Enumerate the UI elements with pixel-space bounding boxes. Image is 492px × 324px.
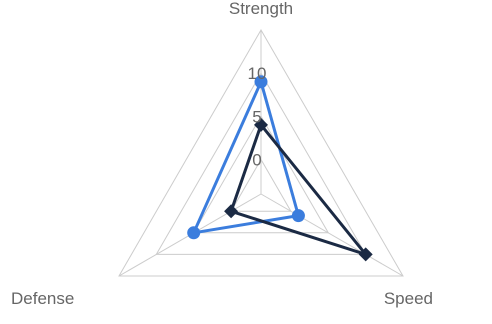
spoke-speed — [260, 193, 404, 277]
series-1-point-strength — [254, 75, 268, 89]
grid-ring-outer — [118, 28, 404, 277]
radar-series — [187, 75, 373, 262]
axis-label-defense: Defense — [11, 289, 74, 308]
grid-ring-0 — [230, 158, 292, 212]
tick-label-5: 5 — [252, 107, 261, 126]
series-2-point-strength — [254, 117, 268, 132]
series-1-point-defense — [187, 226, 201, 240]
radial-tick-labels: 0 5 10 — [248, 64, 267, 169]
axis-label-strength: Strength — [229, 0, 293, 18]
radar-grid — [118, 28, 404, 277]
axis-labels: Strength Speed Defense — [11, 0, 433, 308]
tick-label-10: 10 — [248, 64, 267, 83]
grid-ring-10 — [155, 72, 367, 255]
grid-ring-5 — [192, 115, 330, 234]
series-2-point-speed — [358, 247, 373, 262]
series-1-point-speed — [291, 209, 305, 223]
series-2-line — [229, 123, 368, 256]
series-2-point-defense — [224, 204, 239, 219]
series-1-line — [192, 80, 300, 235]
axis-label-speed: Speed — [384, 289, 433, 308]
tick-label-0: 0 — [252, 151, 261, 170]
